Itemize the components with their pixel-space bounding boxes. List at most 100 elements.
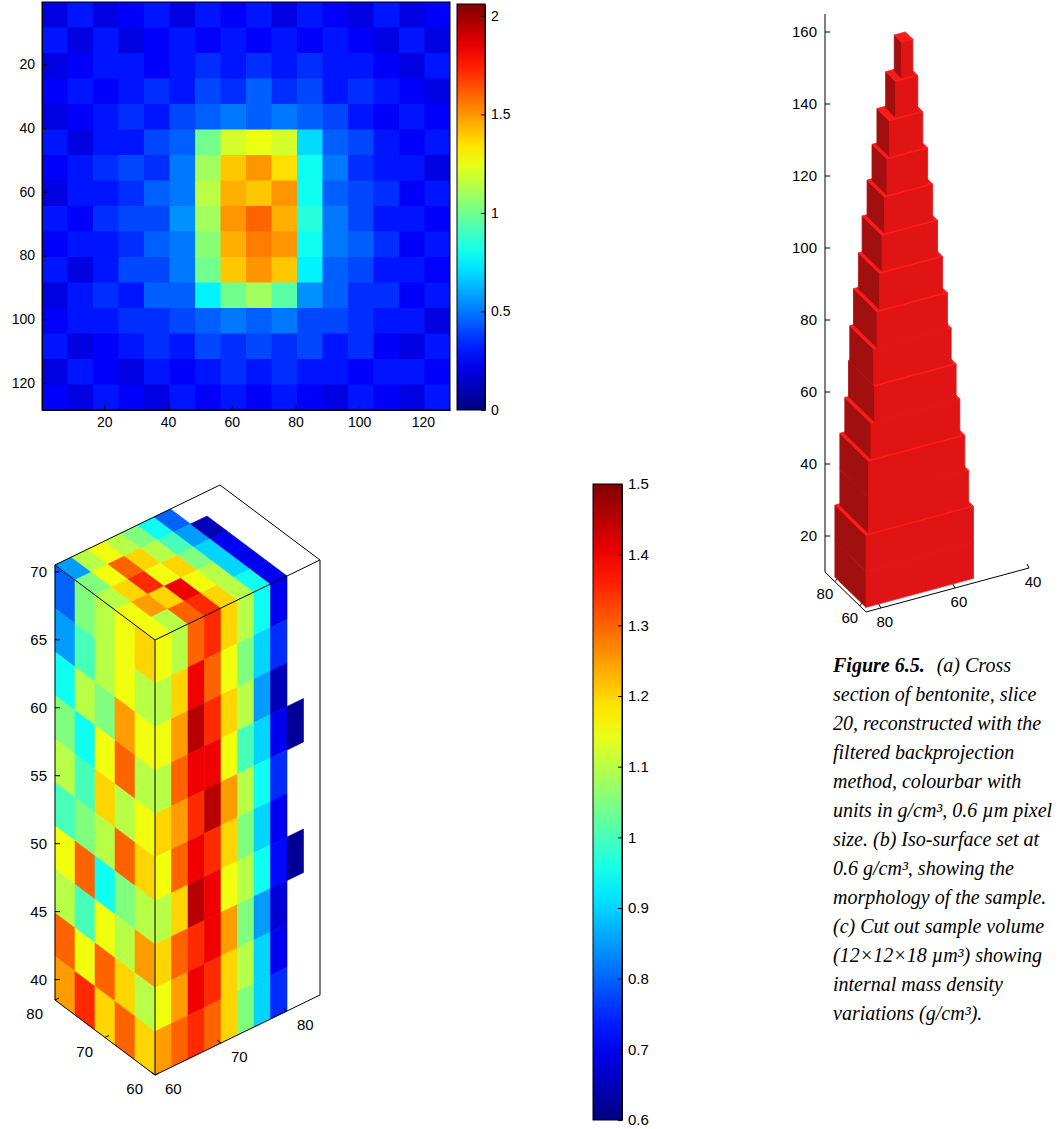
volume-cell <box>188 703 205 755</box>
heatmap-cell <box>272 130 298 156</box>
x-axis-line <box>55 1000 155 1075</box>
heatmap-cell <box>246 206 272 232</box>
heatmap-cell <box>42 257 68 283</box>
heatmap-cell <box>68 308 94 334</box>
tick-mark <box>618 555 622 556</box>
heatmap-cell <box>68 2 94 28</box>
volume-cell <box>172 711 189 763</box>
heatmap-cell <box>221 181 247 207</box>
caption-line: Figure 6.5.(a) Cross <box>832 654 1011 677</box>
box-edge <box>155 640 156 1075</box>
heatmap-cell <box>195 181 221 207</box>
caption-line: morphology of the sample. <box>833 886 1046 909</box>
tick-label: 70 <box>76 1043 93 1060</box>
heatmap-cell <box>323 257 349 283</box>
z-axis-line <box>55 565 56 1000</box>
tick-mark <box>217 1040 221 1043</box>
heatmap-cell <box>246 359 272 385</box>
heatmap-cell <box>272 257 298 283</box>
heatmap-cell <box>144 53 170 79</box>
tick-mark <box>55 979 60 980</box>
tick-mark <box>55 998 59 1000</box>
volume-cell <box>254 889 271 941</box>
tick-mark <box>825 536 830 537</box>
heatmap-cell <box>68 334 94 360</box>
volume-cell <box>188 964 205 1016</box>
heatmap-cell <box>399 2 425 28</box>
caption-line: filtered backprojection <box>833 741 1014 764</box>
volume-cell <box>271 620 288 672</box>
heatmap-cell <box>399 130 425 156</box>
heatmap-cell <box>93 181 119 207</box>
heatmap-cell <box>297 53 323 79</box>
heatmap-cell <box>119 79 145 105</box>
heatmap-cell <box>399 79 425 105</box>
heatmap-cell <box>119 206 145 232</box>
box-edge <box>155 560 320 640</box>
volume-cell <box>238 897 255 949</box>
caption-line: size. (b) Iso-surface set at <box>833 828 1040 851</box>
tick-mark <box>151 1072 155 1075</box>
heatmap-cell <box>297 206 323 232</box>
caption-line: method, colourbar with <box>833 770 1021 792</box>
tick-label: 40 <box>19 120 35 136</box>
tick-mark <box>618 908 622 909</box>
tick-label: 1.5 <box>491 106 511 122</box>
heatmap-cell <box>272 206 298 232</box>
tick-label: 40 <box>161 414 177 430</box>
volume-cell <box>205 739 222 791</box>
heatmap-cell <box>68 104 94 130</box>
volume-cell <box>271 924 288 976</box>
colorbar-tick: 1.4 <box>618 546 649 563</box>
heatmap-cell <box>425 28 451 54</box>
heatmap-cell <box>170 79 196 105</box>
volume-cell <box>271 968 288 1020</box>
tick-label: 80 <box>817 585 834 602</box>
heatmap-cell <box>399 155 425 181</box>
tick-mark <box>618 484 622 485</box>
heatmap-cell <box>144 2 170 28</box>
heatmap-cell <box>297 308 323 334</box>
volume-cell <box>155 980 172 1032</box>
heatmap-cell <box>195 155 221 181</box>
x-tick: 60 <box>224 405 240 430</box>
caption-text: (a) Cross <box>937 654 1011 677</box>
tick-mark <box>55 843 60 844</box>
volume-cell <box>188 616 205 668</box>
tick-label: 1 <box>628 829 636 846</box>
heatmap-cell <box>323 308 349 334</box>
colorbar-axis-line <box>485 5 486 411</box>
heatmap-cell <box>323 206 349 232</box>
volume-cell <box>188 1008 205 1060</box>
caption-line: internal mass density <box>833 973 1003 996</box>
heatmap-cell <box>119 257 145 283</box>
heatmap-cell <box>93 2 119 28</box>
heatmap-cell <box>144 155 170 181</box>
tick-label: 100 <box>12 311 36 327</box>
tick-mark <box>55 571 60 572</box>
heatmap-cell <box>221 2 247 28</box>
tick-mark <box>42 128 47 129</box>
heatmap-cell <box>374 104 400 130</box>
volume-cell <box>188 747 205 799</box>
heatmap-cell <box>246 232 272 258</box>
box-edge <box>55 485 220 565</box>
heatmap-cell <box>425 257 451 283</box>
heatmap-cell <box>68 283 94 309</box>
heatmap-cell <box>221 359 247 385</box>
heatmap-cell <box>425 53 451 79</box>
volume-cell <box>221 818 238 870</box>
volume-cell <box>172 624 189 676</box>
volume-cell <box>115 1002 135 1061</box>
heatmap-cell <box>374 155 400 181</box>
heatmap-cell <box>42 28 68 54</box>
volume-cell <box>271 794 288 846</box>
tick-mark <box>825 104 830 105</box>
heatmap-cell <box>68 257 94 283</box>
volume-cell <box>155 1024 172 1076</box>
volume-cell <box>55 957 75 1016</box>
volume-cell <box>155 632 172 684</box>
heatmap-cell <box>374 53 400 79</box>
volume-cell <box>221 644 238 696</box>
heatmap-cell <box>195 308 221 334</box>
